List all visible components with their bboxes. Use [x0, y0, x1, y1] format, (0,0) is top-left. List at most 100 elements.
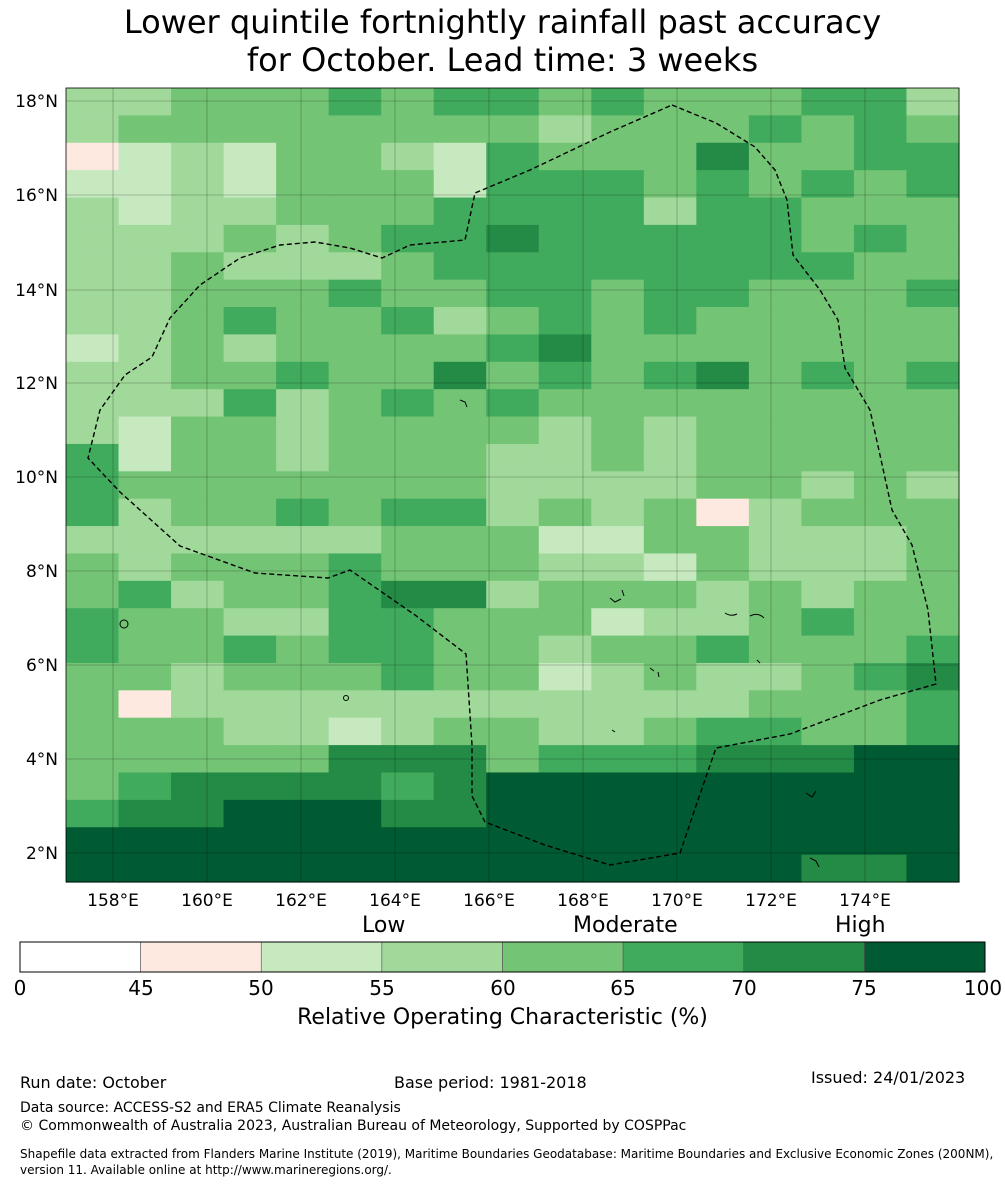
grid-cell	[223, 170, 277, 199]
grid-cell	[381, 827, 435, 856]
grid-cell	[538, 197, 592, 226]
grid-cell	[696, 635, 750, 664]
colorbar-tick: 100	[963, 976, 1003, 1000]
grid-cell	[381, 416, 435, 445]
grid-cell	[801, 662, 855, 691]
grid-cell	[223, 745, 277, 774]
lon-label: 166°E	[463, 891, 515, 911]
map-title-line1: Lower quintile fortnightly rainfall past…	[123, 3, 882, 41]
grid-cell	[171, 717, 225, 746]
grid-cell	[66, 443, 120, 472]
grid-cell	[171, 553, 225, 582]
grid-cell	[276, 334, 330, 363]
grid-cell	[328, 635, 382, 664]
grid-cell	[486, 197, 540, 226]
grid-cell	[223, 88, 277, 116]
grid-cell	[381, 635, 435, 664]
grid-cell	[276, 88, 330, 116]
grid-cell	[906, 115, 960, 144]
grid-cell	[748, 690, 803, 719]
grid-cell	[171, 416, 225, 445]
grid-cell	[276, 361, 330, 390]
grid-cell	[853, 827, 908, 856]
grid-cell	[276, 690, 330, 719]
grid-cell	[433, 279, 487, 308]
grid-cell	[906, 471, 960, 500]
grid-cell	[276, 115, 330, 144]
grid-cell	[381, 170, 435, 199]
island-outline	[609, 589, 625, 603]
grid-cell	[223, 416, 277, 445]
grid-cell	[171, 799, 225, 828]
grid-cell	[643, 252, 697, 281]
grid-cell	[853, 416, 908, 445]
grid-cell	[433, 224, 487, 253]
grid-cell	[433, 662, 487, 691]
grid-cell	[118, 690, 172, 719]
grid-cell	[276, 197, 330, 226]
grid-cell	[171, 197, 225, 226]
lat-label: 2°N	[26, 844, 58, 864]
grid-cell	[538, 88, 592, 116]
grid-cell	[801, 471, 855, 500]
grid-cell	[696, 279, 750, 308]
grid-cell	[591, 635, 645, 664]
grid-cell	[223, 443, 277, 472]
grid-cell	[748, 361, 803, 390]
grid-cell	[381, 279, 435, 308]
longitude-labels: 158°E 160°E 162°E 164°E 166°E 168°E 170°E 172°E…	[87, 891, 891, 911]
grid-cell	[591, 115, 645, 144]
grid-cell	[538, 635, 592, 664]
grid-cell	[591, 827, 645, 856]
grid-cell	[433, 170, 487, 199]
grid-cell	[643, 471, 697, 500]
grid-cell	[276, 224, 330, 253]
grid-cell	[748, 745, 803, 774]
grid-cell	[66, 635, 120, 664]
grid-cell	[853, 498, 908, 527]
colorbar-caption: Relative Operating Characteristic (%)	[297, 1005, 708, 1030]
grid-cell	[486, 334, 540, 363]
grid-cell	[538, 580, 592, 609]
grid-cell	[643, 416, 697, 445]
grid-cell	[433, 745, 487, 774]
grid-cell	[381, 197, 435, 226]
grid-cell	[433, 772, 487, 801]
grid-cell	[853, 526, 908, 555]
grid-cell	[433, 389, 487, 418]
grid-cell	[118, 498, 172, 527]
grid-cell	[696, 580, 750, 609]
grid-cell	[643, 498, 697, 527]
grid-cell	[801, 553, 855, 582]
grid-cell	[696, 553, 750, 582]
grid-cell	[486, 854, 540, 883]
grid-cell	[853, 142, 908, 171]
grid-cell	[171, 334, 225, 363]
grid-cell	[853, 553, 908, 582]
grid-cell	[696, 170, 750, 199]
grid-cell	[276, 170, 330, 199]
grid-cell	[801, 608, 855, 637]
grid-cell	[853, 334, 908, 363]
grid-cell	[538, 279, 592, 308]
grid-cell	[696, 115, 750, 144]
shapefile-credit-line1: Shapefile data extracted from Flanders M…	[20, 1147, 994, 1161]
grid-cell	[276, 827, 330, 856]
grid-cell	[748, 307, 803, 336]
grid-cell	[66, 197, 120, 226]
grid-cell	[328, 799, 382, 828]
island-outline	[119, 619, 129, 629]
grid-cell	[328, 553, 382, 582]
grid-cell	[433, 526, 487, 555]
grid-cell	[486, 389, 540, 418]
grid-cell	[906, 608, 960, 637]
grid-cell	[591, 662, 645, 691]
grid-cell	[328, 443, 382, 472]
grid-cell	[66, 334, 120, 363]
grid-cell	[591, 717, 645, 746]
grid-cell	[276, 498, 330, 527]
grid-cell	[433, 553, 487, 582]
grid-cell	[171, 389, 225, 418]
grid-cell	[118, 142, 172, 171]
grid-cell	[538, 717, 592, 746]
